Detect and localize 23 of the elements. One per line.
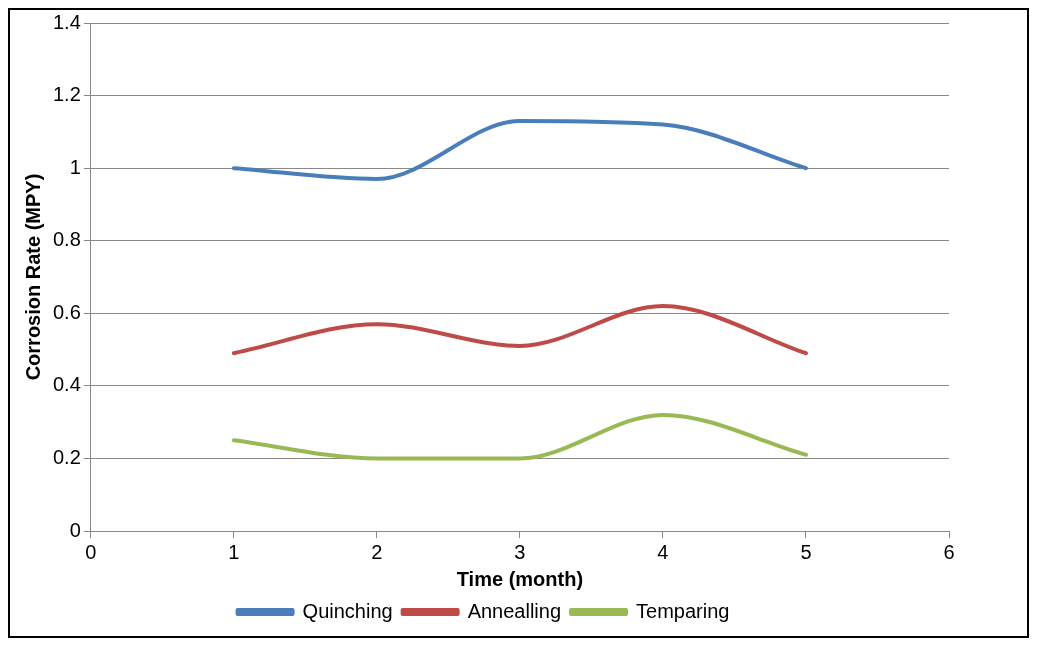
x-tick-label: 2	[371, 540, 383, 563]
y-tick-label: 0.2	[52, 445, 81, 468]
x-axis-title: Time (month)	[456, 567, 584, 590]
x-tick-label: 4	[657, 540, 669, 563]
y-tick-label: 0.4	[52, 373, 81, 396]
y-tick-label: 1.2	[52, 83, 81, 106]
legend-label: Annealling	[467, 599, 562, 622]
y-tick-label: 1	[69, 155, 81, 178]
line-series	[231, 304, 808, 356]
y-axis-title: Corrosion Rate (MPY)	[21, 173, 44, 381]
x-tick-label: 3	[514, 540, 526, 563]
legend-label: Quinching	[302, 599, 393, 622]
x-tick-label: 0	[85, 540, 97, 563]
y-tick-label: 0	[69, 518, 81, 541]
legend-label: Temparing	[636, 599, 730, 622]
x-tick-label: 5	[800, 540, 812, 563]
y-tick-label: 0.8	[52, 228, 81, 251]
x-tick-label: 1	[228, 540, 240, 563]
y-tick-label: 0.6	[52, 300, 81, 323]
y-tick-label: 1.4	[52, 10, 81, 33]
line-series	[231, 412, 808, 461]
x-tick-label: 6	[943, 540, 955, 563]
line-series	[231, 118, 808, 182]
